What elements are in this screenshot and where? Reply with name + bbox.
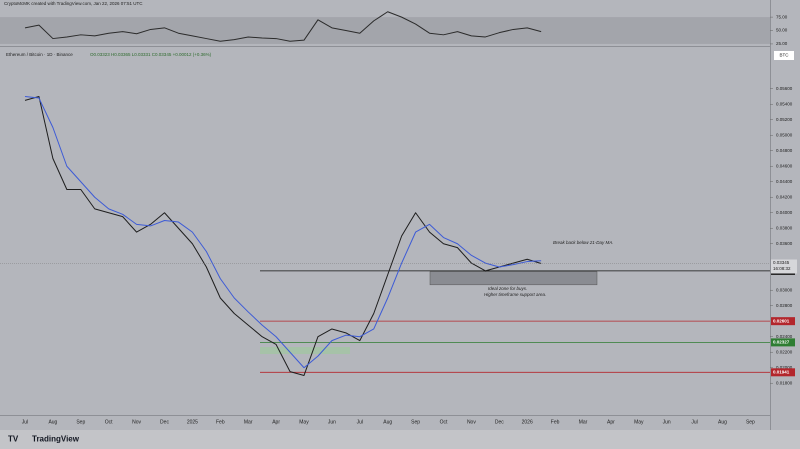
x-tick-label: Nov <box>132 419 141 425</box>
time-axis-border <box>0 415 770 416</box>
rsi-band <box>0 17 770 44</box>
x-tick-label: Dec <box>495 419 504 425</box>
y-tick-label: 0.02400 <box>776 334 793 339</box>
series-line <box>24 11 542 42</box>
annotation: Break back below 21-Day MA. <box>553 240 614 245</box>
x-tick-label: Apr <box>272 419 280 425</box>
last-price-badge <box>771 259 797 274</box>
y-tick-label: 0.01800 <box>776 380 793 385</box>
support-highlight <box>260 347 350 354</box>
y-tick-label: 0.04200 <box>776 194 793 199</box>
level-label: 0.01941 <box>773 369 790 374</box>
x-tick-label: Oct <box>105 419 113 425</box>
level-badge <box>771 338 795 347</box>
x-tick-label: Aug <box>48 419 57 425</box>
last-price-label: 0.03345 <box>773 260 790 265</box>
footer-bar <box>0 430 800 449</box>
x-tick-label: Dec <box>160 419 169 425</box>
y-tick-label: 50.00 <box>776 28 788 33</box>
y-tick-label: 0.05600 <box>776 86 793 91</box>
y-tick-label: 0.04400 <box>776 179 793 184</box>
x-tick-label: Jul <box>357 419 363 425</box>
x-tick-label: Aug <box>383 419 392 425</box>
pane-divider <box>0 46 770 47</box>
y-tick-label: 0.03800 <box>776 225 793 230</box>
y-tick-label: 0.05400 <box>776 101 793 106</box>
level-badge <box>771 368 795 377</box>
header: CryptoMcMK created with TradingView.com,… <box>4 1 143 6</box>
x-tick-label: May <box>634 419 644 425</box>
series-line <box>24 95 542 369</box>
y-tick-label: 0.02800 <box>776 303 793 308</box>
level-badge <box>771 317 795 326</box>
brand: TradingView <box>32 435 80 444</box>
level-label: 0.02327 <box>773 340 790 345</box>
x-tick-label: Oct <box>440 419 448 425</box>
currency: BTC <box>780 53 790 58</box>
brand-logo: TV <box>8 435 19 444</box>
x-tick-label: Jun <box>328 419 336 425</box>
x-tick-label: Apr <box>607 419 615 425</box>
series-line <box>24 95 542 376</box>
y-tick-label: 0.04800 <box>776 148 793 153</box>
annotation: Ideal zone for buys. <box>488 286 527 291</box>
y-tick-label: 0.04600 <box>776 163 793 168</box>
legend-values: O0.03323 H0.03365 L0.03331 C0.03345 +0.0… <box>90 52 212 57</box>
x-tick-label: Sep <box>76 419 85 425</box>
y-tick-label: 25.00 <box>776 41 788 46</box>
currency-badge <box>774 51 794 60</box>
x-tick-label: Aug <box>718 419 727 425</box>
y-tick-label: 0.03600 <box>776 241 793 246</box>
annotation: Higher timeframe support area. <box>484 292 546 297</box>
x-tick-label: Nov <box>467 419 476 425</box>
x-tick-label: Feb <box>551 419 560 425</box>
x-tick-label: Sep <box>746 419 755 425</box>
y-tick-label: 75.00 <box>776 14 788 19</box>
x-tick-label: Mar <box>244 419 253 425</box>
y-tick-label: 0.04000 <box>776 210 793 215</box>
y-tick-label: 0.03000 <box>776 287 793 292</box>
x-tick-label: Jun <box>663 419 671 425</box>
x-tick-label: 2026 <box>522 419 533 425</box>
y-tick-label: 0.02000 <box>776 365 793 370</box>
x-tick-label: Jul <box>22 419 28 425</box>
level-label: 0.02601 <box>773 318 790 323</box>
buy-zone <box>429 271 598 286</box>
y-tick-label: 0.02200 <box>776 349 793 354</box>
y-tick-label: 0.05200 <box>776 117 793 122</box>
x-tick-label: Feb <box>216 419 225 425</box>
legend-symbol: Ethereum / Bitcoin · 1D · Binance <box>6 52 73 57</box>
x-tick-label: May <box>299 419 309 425</box>
price-axis-border <box>770 0 771 430</box>
y-tick-label: 0.05000 <box>776 132 793 137</box>
x-tick-label: Mar <box>579 419 588 425</box>
countdown: 16:08:32 <box>773 266 791 271</box>
x-tick-label: Sep <box>411 419 420 425</box>
x-tick-label: 2025 <box>187 419 198 425</box>
x-tick-label: Jul <box>691 419 697 425</box>
